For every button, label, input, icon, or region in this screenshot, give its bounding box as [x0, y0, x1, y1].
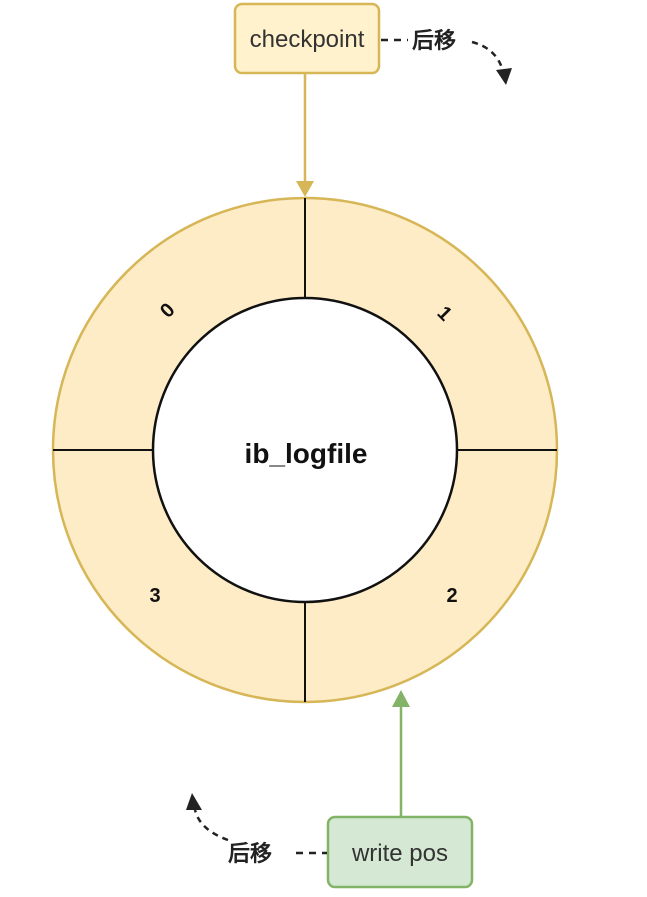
write-pos-move-arrowhead	[186, 793, 202, 810]
checkpoint-move-label: 后移	[412, 28, 456, 54]
segment-label-2: 2	[446, 585, 457, 607]
checkpoint-arrowhead	[296, 181, 314, 197]
write-pos-label: write pos	[351, 840, 448, 867]
checkpoint-move-curve	[471, 40, 504, 69]
center-label: ib_logfile	[245, 438, 368, 469]
checkpoint-label: checkpoint	[250, 26, 365, 53]
write-pos-move-curve	[193, 809, 229, 842]
checkpoint-box	[233, 2, 381, 75]
write-pos-move-label: 后移	[228, 841, 272, 867]
segment-label-3: 3	[149, 585, 160, 607]
write-pos-arrowhead	[392, 690, 410, 707]
checkpoint-move-arrowhead	[496, 68, 512, 85]
